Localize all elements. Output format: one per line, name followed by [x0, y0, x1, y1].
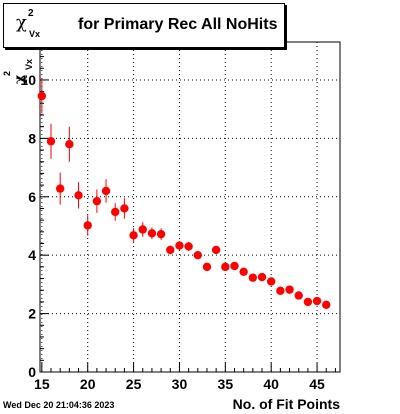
data-point	[202, 262, 212, 272]
data-point	[276, 286, 285, 296]
data-point	[211, 245, 221, 255]
data-point	[303, 297, 313, 307]
x-tick-label: 25	[126, 376, 142, 392]
data-point	[230, 261, 239, 271]
title-chi-symbol: χ	[16, 12, 27, 33]
title-superscript: 2	[28, 8, 34, 19]
data-point	[312, 296, 322, 306]
x-tick-label: 20	[80, 376, 96, 392]
data-point	[156, 229, 166, 239]
data-point	[120, 204, 129, 213]
data-point	[175, 241, 184, 250]
data-points	[37, 78, 331, 310]
y-axis-subscript: Vx	[24, 59, 34, 70]
data-point	[46, 137, 56, 146]
y-tick-label: 0	[28, 364, 36, 380]
x-tick-label: 30	[172, 376, 188, 392]
data-point	[193, 250, 202, 260]
y-tick-label: 2	[28, 306, 36, 322]
data-point	[83, 221, 92, 230]
y-axis-chi-symbol: χ	[12, 75, 28, 84]
x-tick-label: 45	[309, 376, 325, 392]
datestamp: Wed Dec 20 21:04:36 2023	[3, 400, 115, 410]
data-point	[239, 267, 248, 277]
data-point	[184, 242, 193, 251]
plot-frame	[39, 41, 341, 373]
y-tick-label: 10	[20, 72, 36, 88]
y-tick-label: 4	[28, 247, 36, 263]
data-point	[92, 196, 102, 206]
data-point	[37, 91, 47, 101]
grid-lines	[40, 42, 340, 372]
data-point	[294, 291, 303, 300]
data-point	[257, 272, 267, 282]
data-point	[248, 273, 258, 282]
data-point	[55, 184, 65, 193]
axis-ticks: 15 20 25 30 35 40 45 0 2 4 6 8 10	[20, 44, 336, 392]
data-point	[221, 262, 230, 272]
y-axis-label: χ 2 Vx	[2, 59, 42, 90]
chart-title-box: χ 2 Vx for Primary Rec All NoHits	[3, 3, 285, 48]
data-point	[65, 140, 74, 149]
data-point	[111, 207, 120, 217]
x-tick-label: 40	[263, 376, 279, 392]
data-point	[101, 186, 111, 196]
chart-title: for Primary Rec All NoHits	[78, 16, 278, 33]
x-tick-label: 15	[34, 376, 50, 392]
data-point	[74, 191, 83, 200]
data-point	[166, 245, 175, 255]
data-point	[129, 231, 138, 240]
x-tick-label: 35	[218, 376, 234, 392]
data-point	[138, 225, 147, 234]
title-subscript: Vx	[29, 29, 41, 39]
y-tick-label: 6	[28, 189, 36, 205]
data-point	[147, 229, 157, 238]
data-point	[322, 300, 331, 310]
y-axis-superscript: 2	[2, 71, 12, 76]
data-point	[266, 277, 276, 286]
x-axis-label: No. of Fit Points	[232, 396, 340, 412]
data-point	[285, 285, 294, 294]
y-tick-label: 8	[28, 130, 36, 146]
